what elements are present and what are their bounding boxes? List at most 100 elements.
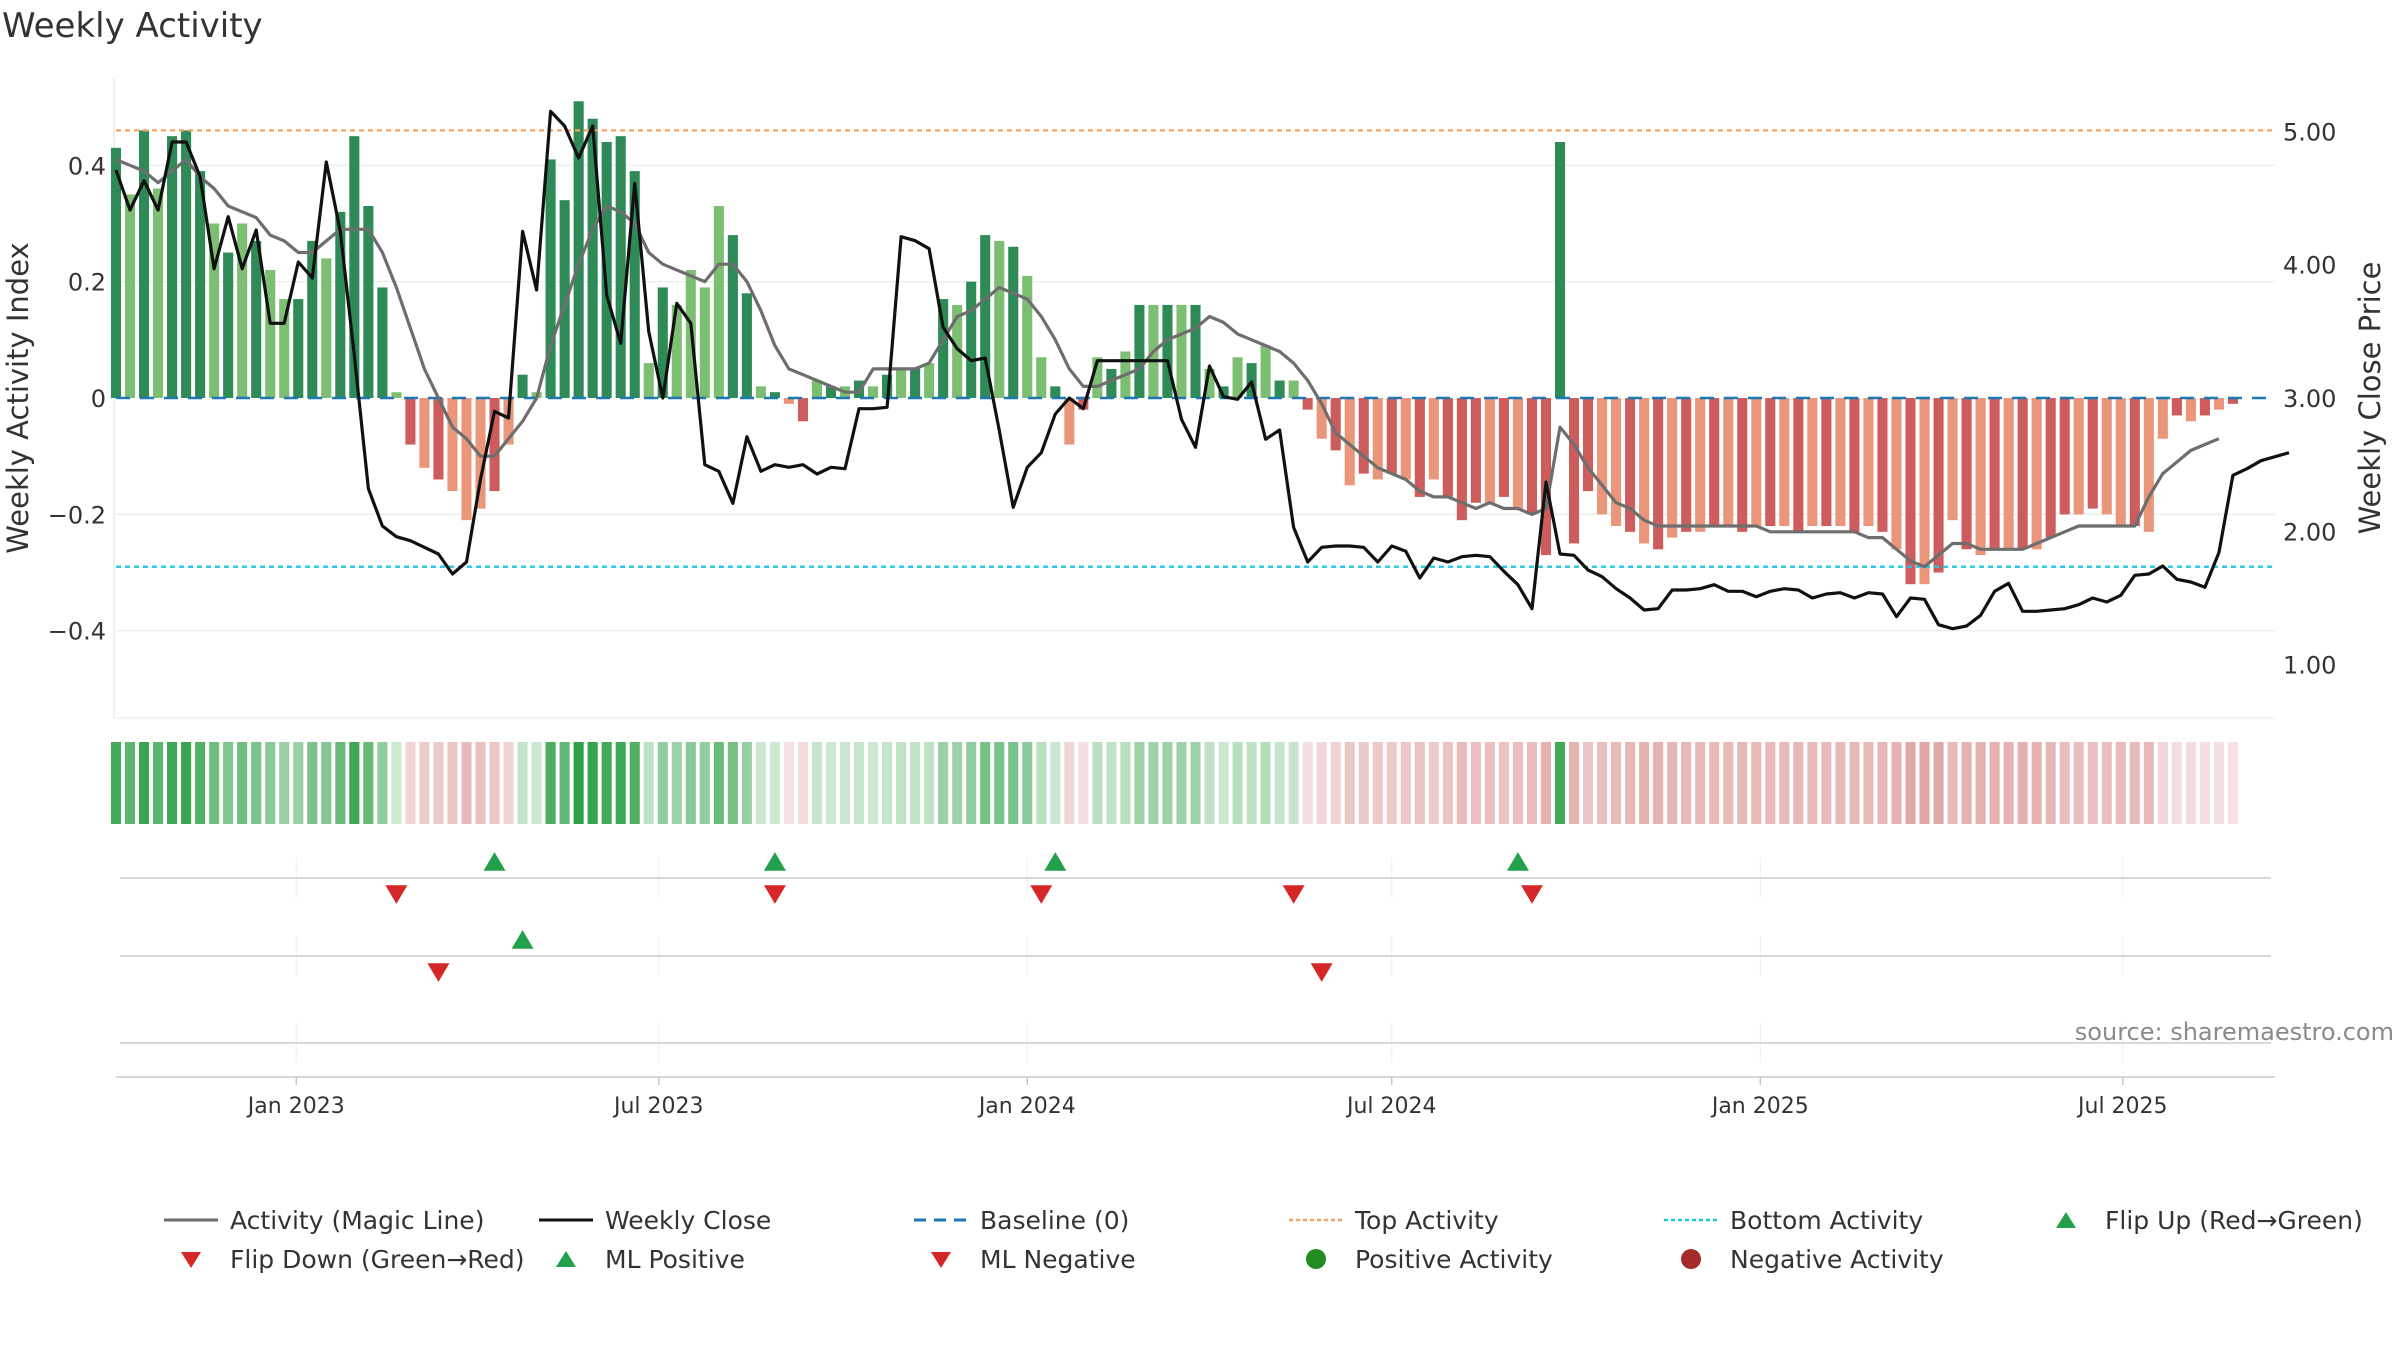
activity-bar [769,392,780,398]
strip-cell [1498,742,1509,824]
strip-cell [1190,742,1201,824]
activity-bar [755,386,766,398]
legend-label: Activity (Magic Line) [230,1205,485,1235]
activity-bar [1919,398,1930,585]
strip-cell [545,742,556,824]
activity-bar [1554,142,1566,398]
strip-cell [489,742,500,824]
strip-cell [1470,742,1481,824]
strip-cell [1162,742,1173,824]
strip-cell [307,742,318,824]
strip-cell [1793,742,1804,824]
x-tick-label: Jul 2024 [1345,1094,1437,1119]
strip-cell [1050,742,1061,824]
legend-label: Positive Activity [1355,1244,1553,1274]
strip-cell [1737,742,1748,824]
strip-cell [573,742,584,824]
ytick-left-label: −0.2 [48,501,106,529]
strip-cell [377,742,388,824]
activity-bar [1709,398,1720,526]
strip-cell [825,742,837,824]
strip-cell [2101,742,2112,824]
activity-bar [1470,398,1481,503]
activity-bar [419,398,430,468]
strip-cell [1905,742,1916,824]
legend-item: Flip Down (Green→Red) [160,1244,535,1274]
ytick-left-label: 0.2 [68,269,106,297]
strip-cell [1148,742,1159,824]
legend-label: ML Positive [605,1244,745,1274]
legend-item: ML Positive [535,1244,910,1274]
activity-bar [223,252,234,398]
activity-bar [1723,398,1734,526]
strip-cell [1008,742,1019,824]
x-tick-label: Jul 2023 [612,1094,704,1119]
strip-cell [2157,742,2168,824]
strip-cell [349,742,360,824]
activity-bar [307,240,318,398]
activity-bar [2045,398,2056,538]
strip-cell [1134,742,1145,824]
x-tick-label: Jul 2025 [2076,1094,2168,1119]
magic-line [115,157,2220,569]
activity-bar [279,299,290,398]
legend-swatch-icon [1289,1218,1343,1222]
activity-bar [138,130,150,398]
strip-cell [2017,742,2028,824]
strip-cell [2129,742,2140,824]
strip-cell [321,742,332,824]
activity-bar [1106,368,1117,398]
strip-cell [461,742,472,824]
legend-swatch-icon [931,1252,951,1268]
activity-bar [1498,398,1509,497]
activity-bar [1022,275,1033,398]
weekly-close-line [114,109,2290,631]
flip-up-marker [763,852,786,871]
activity-bar [1695,398,1706,532]
activity-bar [167,136,178,398]
strip-cell [741,742,752,824]
strip-cell [2073,742,2084,824]
strip-cell [2213,742,2224,824]
strip-cell [1975,742,1986,824]
activity-bar [1751,398,1762,526]
strip-cell [685,742,696,824]
strip-cell [1204,742,1215,824]
activity-bar [1260,345,1271,398]
legend-swatch-icon [1681,1249,1701,1269]
strip-cell [503,742,514,824]
activity-bar [1484,398,1495,503]
activity-bar [896,368,907,398]
strip-cell [2031,742,2042,824]
ml-negative-marker [427,963,450,982]
strip-cell [811,742,823,824]
strip-cell [1372,742,1383,824]
strip-cell [517,742,528,824]
activity-bar [2129,398,2140,526]
activity-bar [643,363,654,398]
activity-bar [2185,398,2196,422]
strip-cell [1022,742,1033,824]
strip-cell [755,742,766,824]
strip-cell [293,742,304,824]
flip-down-marker [1030,885,1053,904]
activity-bar [1849,398,1860,532]
strip-cell [1106,742,1117,824]
strip-cell [1302,742,1313,824]
activity-bar [1218,386,1229,398]
strip-cell [2115,742,2126,824]
legend-item: Baseline (0) [910,1205,1285,1235]
x-tick-label: Jan 2024 [977,1094,1076,1119]
activity-bar [2227,398,2238,404]
activity-bar [1288,380,1299,398]
activity-bar [195,171,206,398]
legend-label: Flip Down (Green→Red) [230,1244,525,1274]
activity-bar [433,398,444,480]
strip-cell [2185,742,2196,824]
strip-cell [167,742,178,824]
activity-bar [545,159,556,398]
activity-bar [980,235,991,398]
activity-bar [1947,398,1958,521]
activity-bar [1190,304,1201,398]
